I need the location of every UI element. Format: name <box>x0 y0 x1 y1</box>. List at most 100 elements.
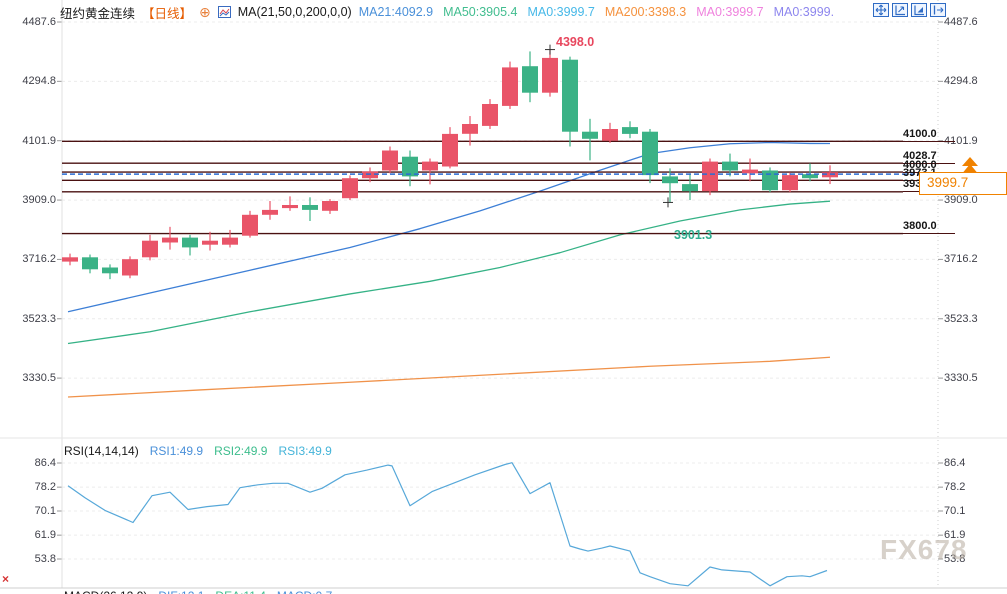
current-price-value: 3999.7 <box>927 175 969 190</box>
price-axis-label: 3716.2 <box>22 253 56 266</box>
candle <box>242 214 258 236</box>
candle <box>302 205 318 210</box>
candle <box>802 174 818 179</box>
candle <box>462 124 478 134</box>
price-axis-label: 4101.9 <box>22 134 56 147</box>
candle <box>62 257 78 262</box>
rsi-settings-label: RSI(14,14,14) <box>64 444 139 458</box>
rsi-axis-label: 70.1 <box>34 505 56 517</box>
rsi-value-label: RSI2:49.9 <box>214 444 268 458</box>
rsi-line <box>67 462 828 587</box>
add-indicator-icon[interactable]: ⊕ <box>199 4 211 20</box>
cursor-cross-icon[interactable]: × <box>2 572 10 586</box>
price-axis-label: 4294.8 <box>22 75 56 88</box>
ma-value-label: MA21:4092.9 <box>358 5 434 19</box>
price-axis-label: 4487.6 <box>22 16 56 28</box>
rsi-values: RSI1:49.9 RSI2:49.9 RSI3:49.9 <box>150 444 332 458</box>
candle <box>182 237 198 248</box>
candle <box>562 59 578 132</box>
price-axis-label: 3909.0 <box>22 194 56 207</box>
price-annotation: 3901.3 <box>674 228 713 243</box>
candle <box>742 169 758 174</box>
rsi-axis-label: 86.4 <box>944 457 966 469</box>
rsi-axis-label: 78.2 <box>944 481 966 494</box>
ma-value-label: MA0:3999.7 <box>527 5 595 19</box>
price-axis-label: 3523.3 <box>22 312 56 325</box>
ma200-line <box>67 356 831 398</box>
ma-values: MA21:4092.9 MA50:3905.4 MA0:3999.7 MA200:33… <box>359 5 834 19</box>
timeframe-label: 【日线】 <box>142 6 193 21</box>
ma-settings-label: MA(21,50,0,200,0,0) <box>237 5 352 19</box>
candle <box>622 127 638 134</box>
macd-settings-label: MACD(26,12,9) <box>64 589 147 594</box>
price-axis-label: 3330.5 <box>22 372 56 385</box>
macd-value-label: DEA:11.4 <box>215 589 265 594</box>
rsi-axis-label: 53.8 <box>944 553 966 565</box>
symbol-title: 纽约黄金连续 <box>60 6 136 21</box>
candle <box>102 267 118 274</box>
zoom-fit-icon[interactable] <box>892 3 908 17</box>
rsi-axis-label: 86.4 <box>34 457 56 469</box>
axis-zoom-icon[interactable] <box>911 3 927 17</box>
candle <box>662 176 678 184</box>
candle <box>262 209 278 215</box>
candle <box>222 237 238 245</box>
candle <box>142 240 158 258</box>
candle <box>702 161 718 192</box>
ma-value-label: MA0:3999. <box>773 5 835 19</box>
kline-chart-icon[interactable] <box>217 6 231 18</box>
macd-value-label: MACD:0.7 <box>277 589 332 594</box>
rsi-axis-label: 53.8 <box>34 553 56 565</box>
candle <box>722 161 738 171</box>
collapse-pane-icon[interactable] <box>930 3 946 17</box>
candle <box>602 129 618 141</box>
candle <box>762 170 778 191</box>
candle <box>402 156 418 177</box>
macd-value-label: DIF:12.1 <box>158 589 204 594</box>
watermark: FX678 <box>880 534 968 565</box>
chart-header: 纽约黄金连续 【日线】 ⊕ MA(21,50,0,200,0,0) MA21:4… <box>60 3 834 21</box>
candle <box>642 131 658 176</box>
candle <box>522 66 538 93</box>
price-level-label: 3800.0 <box>903 219 955 235</box>
candle <box>542 57 558 93</box>
candle <box>162 237 178 243</box>
price-axis-label: 3716.2 <box>944 253 978 266</box>
candle <box>342 178 358 199</box>
price-annotation: 4398.0 <box>556 34 595 49</box>
candle <box>682 184 698 192</box>
macd-header-clipped: MACD(26,12,9) DIF:12.1 DEA:11.4 MACD:0.7 <box>64 589 332 594</box>
candle <box>442 133 458 167</box>
price-axis-label: 3523.3 <box>944 312 978 325</box>
current-price-box: 3999.7 <box>919 172 1007 195</box>
ma-value-label: MA200:3398.3 <box>604 5 687 19</box>
macd-values: DIF:12.1 DEA:11.4 MACD:0.7 <box>158 589 332 594</box>
ma50-line <box>67 200 831 345</box>
rsi-axis-label: 61.9 <box>944 529 966 542</box>
candle <box>202 240 218 245</box>
price-arrow-icon <box>962 157 978 166</box>
candle <box>422 161 438 171</box>
candle <box>282 205 298 209</box>
price-axis-label: 4487.6 <box>944 16 978 28</box>
price-axis-label: 4294.8 <box>944 75 978 88</box>
rsi-value-label: RSI1:49.9 <box>149 444 204 458</box>
candle <box>382 150 398 171</box>
pan-move-icon[interactable] <box>873 3 889 17</box>
price-level-label: 4028.7 <box>903 149 955 164</box>
chart-toolbar <box>873 3 946 17</box>
rsi-axis-label: 70.1 <box>944 505 966 517</box>
price-axis-label: 3330.5 <box>944 372 978 385</box>
rsi-value-label: RSI3:49.9 <box>278 444 332 458</box>
rsi-axis-label: 78.2 <box>34 481 56 494</box>
candle <box>482 104 498 126</box>
price-level-label: 4100.0 <box>903 127 955 142</box>
ma-value-label: MA0:3999.7 <box>696 5 764 19</box>
rsi-axis-label: 61.9 <box>34 529 56 542</box>
candle <box>782 175 798 191</box>
rsi-header: RSI(14,14,14) RSI1:49.9 RSI2:49.9 RSI3:49.… <box>64 444 332 458</box>
candle <box>502 67 518 106</box>
candle <box>322 201 338 211</box>
